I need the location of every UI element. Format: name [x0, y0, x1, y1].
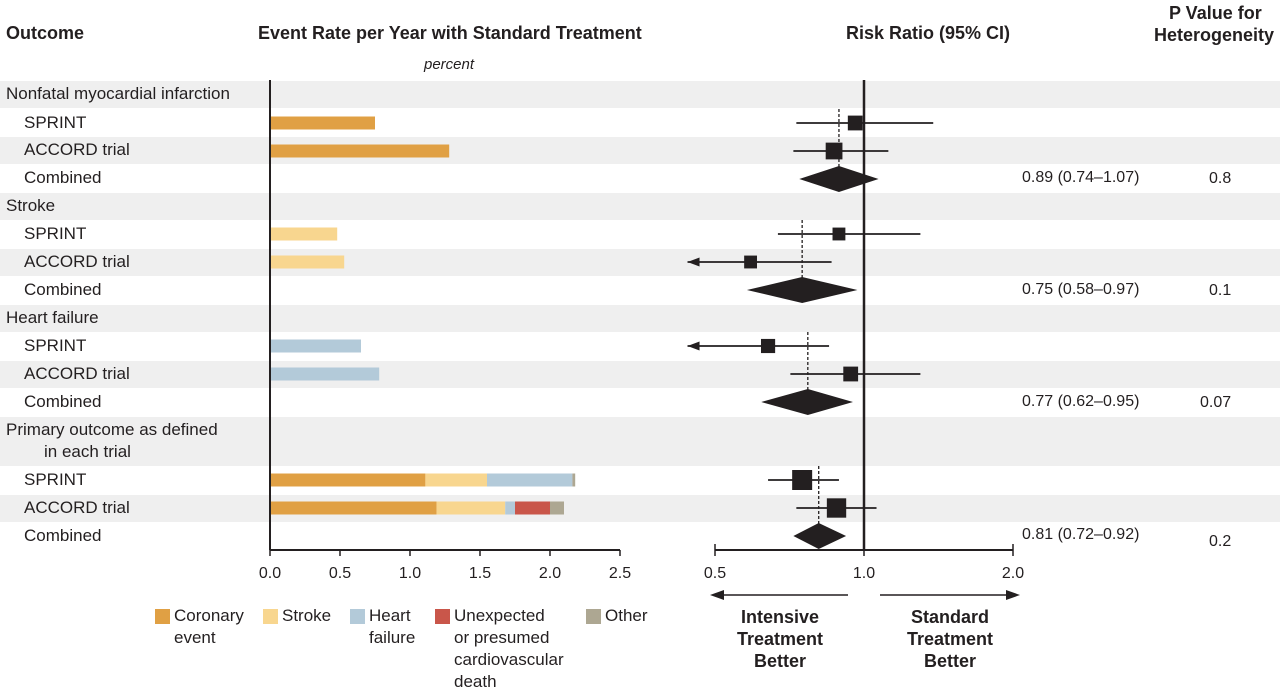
- row-label-stroke-combined: Combined: [24, 280, 102, 299]
- forest-diamond-hf-combined: [761, 389, 853, 415]
- bar-segment-primary-accord-cv_death: [515, 501, 550, 515]
- row-stripe: [0, 249, 1280, 276]
- legend-label-stroke: Stroke: [282, 606, 332, 625]
- row-stripe: [0, 305, 1280, 332]
- forest-point-mi-accord: [825, 142, 843, 160]
- header-event-rate: Event Rate per Year with Standard Treatm…: [258, 23, 642, 43]
- direction-arrow-left-head: [710, 590, 724, 600]
- forest-ci-arrow-stroke-accord: [687, 257, 700, 267]
- row-label-mi-combined: Combined: [24, 168, 102, 187]
- bar-segment-primary-sprint-hf: [487, 473, 573, 487]
- bar-x-tick-label: 1.5: [469, 565, 491, 582]
- row-stripe: [0, 81, 1280, 108]
- bar-segment-primary-accord-hf: [505, 501, 515, 515]
- bar-segment-primary-sprint-coronary: [270, 473, 426, 487]
- bar-x-tick-label: 0.5: [329, 565, 351, 582]
- bar-segment-hf-accord-hf: [270, 367, 380, 381]
- direction-standard-better: Standard Treatment Better: [906, 607, 994, 671]
- row-stripe: [0, 137, 1280, 164]
- row-label-mi-sprint: SPRINT: [24, 113, 87, 132]
- legend-swatch-other: [586, 609, 601, 624]
- row-label-mi-accord: ACCORD trial: [24, 140, 130, 159]
- row-label-stroke-accord: ACCORD trial: [24, 252, 130, 271]
- group-label-stroke: Stroke: [6, 196, 56, 215]
- group-label-hf: Heart failure: [6, 308, 99, 327]
- forest-point-hf-accord: [843, 366, 859, 382]
- bar-segment-primary-sprint-stroke: [425, 473, 487, 487]
- direction-intensive-better: Intensive Treatment Better: [736, 607, 824, 671]
- legend-swatch-stroke: [263, 609, 278, 624]
- legend-label-cv-death: Unexpected or presumed cardiovascular deat…: [454, 606, 564, 691]
- forest-diamond-stroke-combined: [746, 277, 858, 303]
- forest-point-hf-sprint: [760, 338, 776, 354]
- forest-diamond-primary-combined: [793, 523, 847, 549]
- legend-label-other: Other: [605, 606, 648, 625]
- header-event-rate-unit: percent: [424, 56, 475, 73]
- group-label-primary-line1: Primary outcome as defined: [6, 420, 218, 439]
- header-risk-ratio: Risk Ratio (95% CI): [846, 23, 1011, 43]
- header-outcome: Outcome: [6, 23, 85, 43]
- bar-segment-primary-sprint-other: [572, 473, 576, 487]
- forest-point-stroke-accord: [744, 255, 758, 269]
- row-stripe: [0, 495, 1280, 522]
- forest-x-tick-label: 2.0: [1002, 565, 1024, 582]
- p-value-mi: 0.8: [1209, 170, 1232, 187]
- bar-segment-hf-sprint-hf: [270, 339, 361, 353]
- row-label-stroke-sprint: SPRINT: [24, 224, 87, 243]
- legend-swatch-cv-death: [435, 609, 450, 624]
- row-stripe: [0, 417, 1280, 466]
- rr-text-hf: 0.77 (0.62–0.95): [1022, 393, 1140, 410]
- legend-label-heart-failure: Heart failure: [369, 606, 416, 647]
- forest-x-tick-label: 0.5: [704, 565, 726, 582]
- legend-label-coronary: Coronary event: [174, 606, 244, 647]
- forest-point-primary-accord: [826, 498, 847, 518]
- group-label-mi: Nonfatal myocardial infarction: [6, 84, 230, 103]
- bar-segment-primary-accord-other: [550, 501, 564, 515]
- row-label-hf-accord: ACCORD trial: [24, 364, 130, 383]
- rr-text-mi: 0.89 (0.74–1.07): [1022, 169, 1140, 186]
- bar-x-tick-label: 2.5: [609, 565, 631, 582]
- rr-text-primary: 0.81 (0.72–0.92): [1022, 526, 1140, 543]
- forest-ci-arrow-hf-sprint: [687, 341, 700, 351]
- p-value-hf: 0.07: [1200, 394, 1232, 411]
- direction-arrow-right-head: [1006, 590, 1020, 600]
- bar-segment-stroke-sprint-stroke: [270, 227, 338, 241]
- header-p-value-line1: P Value for: [1169, 3, 1262, 23]
- bar-x-tick-label: 2.0: [539, 565, 561, 582]
- row-label-primary-combined: Combined: [24, 526, 102, 545]
- forest-point-mi-sprint: [847, 115, 863, 131]
- forest-point-stroke-sprint: [832, 227, 846, 241]
- group-label-primary-line2: in each trial: [44, 442, 131, 461]
- bar-segment-mi-accord-coronary: [270, 144, 450, 158]
- bar-x-tick-label: 1.0: [399, 565, 421, 582]
- bar-segment-stroke-accord-stroke: [270, 255, 345, 269]
- legend-swatch-heart-failure: [350, 609, 365, 624]
- row-stripe: [0, 193, 1280, 220]
- legend-swatch-coronary: [155, 609, 170, 624]
- rr-text-stroke: 0.75 (0.58–0.97): [1022, 281, 1140, 298]
- bar-segment-primary-accord-stroke: [436, 501, 506, 515]
- bar-segment-primary-accord-coronary: [270, 501, 437, 515]
- forest-point-primary-sprint: [792, 470, 813, 490]
- row-label-hf-combined: Combined: [24, 392, 102, 411]
- row-label-primary-sprint: SPRINT: [24, 470, 87, 489]
- bar-segment-mi-sprint-coronary: [270, 116, 375, 130]
- row-label-hf-sprint: SPRINT: [24, 336, 87, 355]
- header-p-value-line2: Heterogeneity: [1154, 25, 1275, 45]
- bar-x-tick-label: 0.0: [259, 565, 281, 582]
- p-value-primary: 0.2: [1209, 533, 1232, 550]
- p-value-stroke: 0.1: [1209, 282, 1232, 299]
- forest-x-tick-label: 1.0: [853, 565, 875, 582]
- row-label-primary-accord: ACCORD trial: [24, 498, 130, 517]
- forest-diamond-mi-combined: [799, 166, 879, 192]
- row-stripe: [0, 361, 1280, 388]
